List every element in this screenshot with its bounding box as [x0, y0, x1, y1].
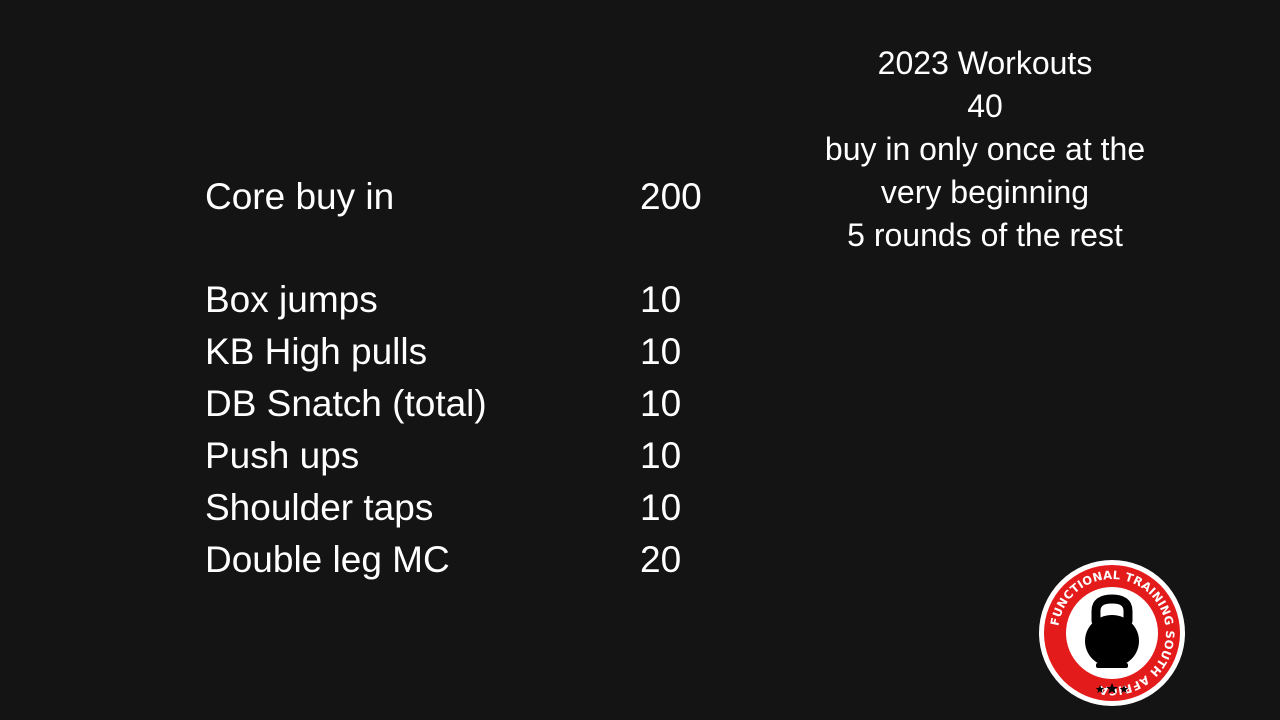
- exercise-row: KB High pulls 10: [205, 326, 745, 378]
- info-rounds: 5 rounds of the rest: [847, 217, 1123, 253]
- exercise-label: Push ups: [205, 435, 360, 476]
- exercise-reps: 10: [640, 487, 682, 528]
- info-note-line2: very beginning: [880, 174, 1090, 210]
- buy-in-label: Core buy in: [205, 176, 395, 217]
- buy-in-value: 200: [640, 176, 702, 217]
- exercise-label: Double leg MC: [205, 539, 450, 580]
- exercise-label: Box jumps: [205, 279, 378, 320]
- info-note-line1: buy in only once at the: [824, 131, 1146, 167]
- exercise-label: KB High pulls: [205, 331, 428, 372]
- exercise-reps: 10: [640, 331, 682, 372]
- exercise-reps: 10: [640, 279, 682, 320]
- info-number: 40: [967, 88, 1003, 124]
- exercise-reps: 10: [640, 435, 682, 476]
- exercise-row: DB Snatch (total) 10: [205, 378, 745, 430]
- exercise-row: Shoulder taps 10: [205, 482, 745, 534]
- exercise-row: Box jumps 10: [205, 274, 745, 326]
- logo-stars: [1095, 683, 1129, 694]
- exercise-label: DB Snatch (total): [205, 383, 487, 424]
- exercise-reps: 10: [640, 383, 682, 424]
- kettlebell-icon: [1085, 594, 1139, 668]
- exercise-reps: 20: [640, 539, 682, 580]
- exercise-row: Push ups 10: [205, 430, 745, 482]
- info-title: 2023 Workouts: [877, 45, 1093, 81]
- functional-training-logo: FUNCTIONAL TRAINING SOUTH AFRICA: [1039, 560, 1185, 706]
- buy-in-row: Core buy in 200: [205, 171, 745, 223]
- exercise-row: Double leg MC 20: [205, 534, 745, 586]
- workout-info: 2023 Workouts 40 buy in only once at the…: [785, 42, 1185, 257]
- exercise-label: Shoulder taps: [205, 487, 434, 528]
